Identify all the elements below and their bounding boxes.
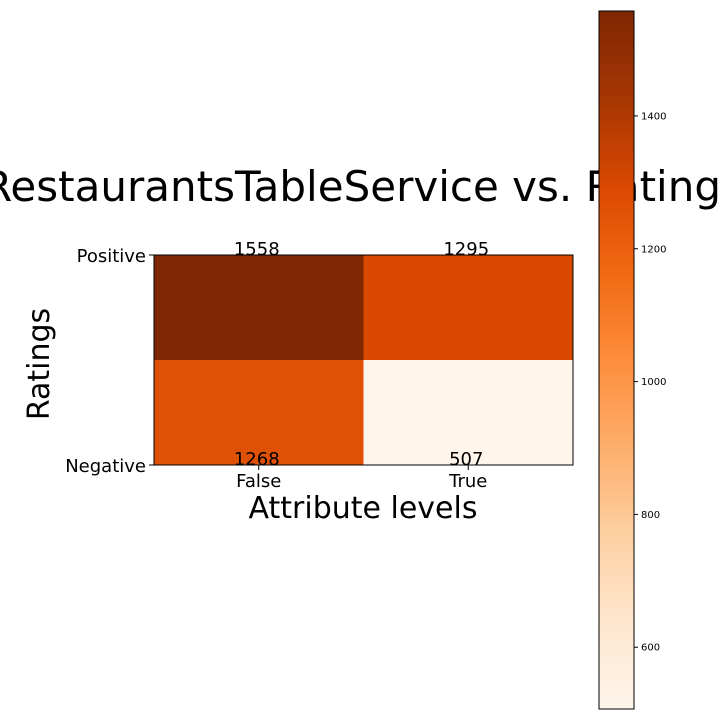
x-tick-label: True	[448, 471, 487, 492]
colorbar-tick-label: 1200	[641, 244, 666, 255]
x-axis-label: Attribute levels	[249, 491, 478, 526]
data-label: 1295	[443, 239, 489, 260]
data-label: 507	[449, 449, 483, 470]
data-labels: 1558 1295 1268 507	[234, 239, 489, 470]
data-label: 1558	[234, 239, 280, 260]
colorbar	[598, 10, 635, 710]
colorbar-tick-label: 600	[641, 643, 660, 654]
y-tick-label: Positive	[77, 246, 146, 267]
y-axis-ticks: Positive Negative	[65, 246, 154, 477]
heatmap-cells	[154, 255, 574, 466]
heatmap-cell-negative-false	[154, 360, 364, 466]
heatmap-cell-positive-true	[363, 255, 574, 361]
y-tick-label: Negative	[65, 456, 146, 477]
y-axis-label: Ratings	[22, 308, 57, 420]
x-tick-label: False	[236, 471, 281, 492]
colorbar-tick-label: 800	[641, 510, 660, 521]
plot-frame	[153, 254, 574, 466]
x-axis-ticks: False True	[236, 465, 487, 492]
heatmap-cell-positive-false	[154, 255, 364, 361]
colorbar-tick-label: 1000	[641, 377, 666, 388]
colorbar-ticks: 600 800 1000 1200 1400	[634, 111, 666, 654]
data-label: 1268	[234, 449, 280, 470]
heatmap-cell-negative-true	[363, 360, 574, 466]
colorbar-tick-label: 1400	[641, 111, 666, 122]
